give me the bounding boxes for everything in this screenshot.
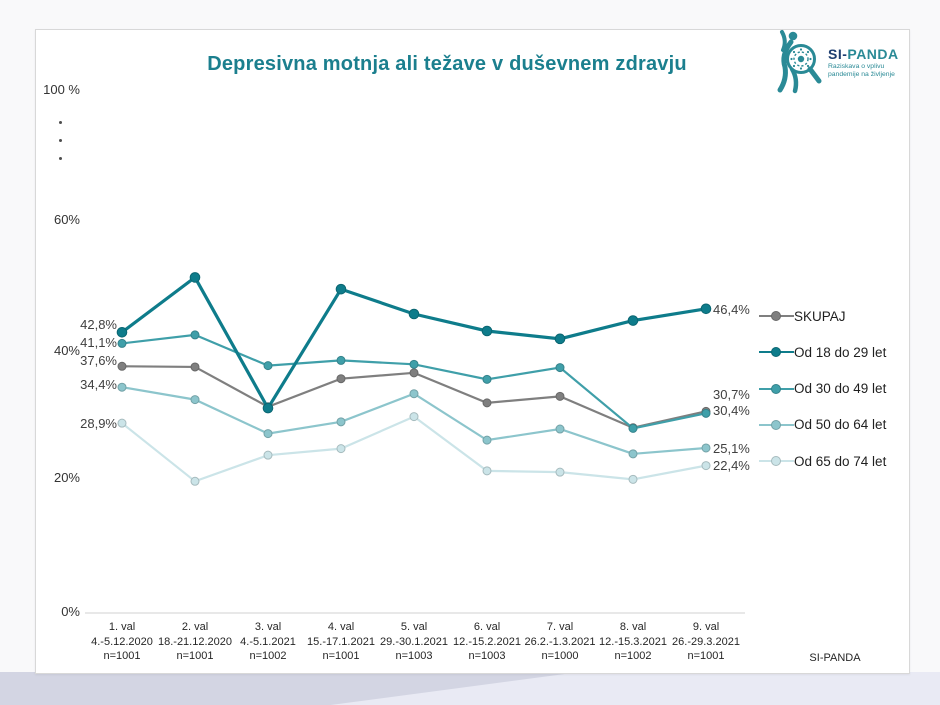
legend-label: Od 50 do 64 let: [794, 417, 887, 433]
x-axis-label-wave-9: 9. val 26.-29.3.2021 n=1001: [672, 621, 740, 662]
si-panda-logo-mark: [777, 30, 822, 94]
legend-marker-icon: [759, 419, 794, 430]
axis-break-dots: [59, 121, 62, 160]
value-label-first-od-65-do-74-let: 28,9%: [80, 416, 117, 431]
si-panda-logo: SI-PANDA Raziskava o vplivu pandemije na …: [768, 28, 908, 96]
legend-marker-icon: [759, 311, 794, 321]
legend-item-od-50-do-64-let: Od 50 do 64 let: [759, 416, 886, 434]
value-label-first-od-18-do-29-let: 42,8%: [80, 317, 117, 332]
background-diagonal-shape: [0, 672, 580, 705]
x-axis-label-wave-1: 1. val 4.-5.12.2020 n=1001: [91, 621, 153, 662]
x-axis-label-wave-5: 5. val 29.-30.1.2021 n=1003: [380, 621, 448, 662]
logo-tagline: Raziskava o vplivu pandemije na življenje: [828, 62, 895, 78]
y-tick-label: 0%: [61, 604, 80, 619]
y-tick-label: 60%: [53, 212, 80, 227]
x-axis-label-wave-4: 4. val 15.-17.1.2021 n=1001: [307, 621, 375, 662]
legend-item-od-18-do-29-let: Od 18 do 29 let: [759, 343, 886, 361]
logo-brand: SI-PANDA: [828, 46, 899, 62]
logo-brand-prefix: SI-: [828, 45, 848, 62]
chart-title: Depresivna motnja ali težave v duševnem …: [207, 53, 687, 75]
x-axis-label-wave-8: 8. val 12.-15.3.2021 n=1002: [599, 621, 667, 662]
legend-item-od-30-do-49-let: Od 30 do 49 let: [759, 380, 886, 398]
logo-brand-suffix: PANDA: [847, 45, 899, 62]
x-axis-label-wave-2: 2. val 18.-21.12.2020 n=1001: [157, 621, 232, 662]
legend-marker-icon: [759, 347, 794, 358]
value-label-first-od-30-do-49-let: 41,1%: [80, 335, 117, 350]
legend-label: SKUPAJ: [794, 308, 846, 324]
x-axis-label-wave-6: 6. val 12.-15.2.2021 n=1003: [453, 621, 521, 662]
value-label-last-od-65-do-74-let: 22,4%: [713, 458, 750, 473]
y-tick-label: 40%: [53, 343, 80, 358]
legend-item-od-65-do-74-let: Od 65 do 74 let: [759, 452, 886, 470]
logo-text: SI-PANDA Raziskava o vplivu pandemije na …: [828, 46, 899, 79]
legend-marker-icon: [759, 456, 794, 466]
value-label-first-od-50-do-64-let: 34,4%: [80, 377, 117, 392]
legend-item-skupaj: SKUPAJ: [759, 307, 846, 325]
value-label-last-od-50-do-64-let: 25,1%: [713, 441, 750, 456]
footer-text: SI-PANDA: [809, 652, 861, 664]
y-tick-label: 20%: [53, 470, 80, 485]
y-tick-label: 100 %: [43, 82, 80, 97]
x-axis-label-wave-7: 7. val 26.2.-1.3.2021 n=1000: [524, 621, 596, 662]
x-axis-label-wave-3: 3. val 4.-5.1.2021 n=1002: [240, 621, 296, 662]
legend-marker-icon: [759, 383, 794, 394]
value-label-last-od-18-do-29-let: 46,4%: [713, 302, 750, 317]
legend-label: Od 30 do 49 let: [794, 381, 887, 396]
background-strip: [0, 672, 940, 705]
legend-label: Od 65 do 74 let: [794, 453, 887, 469]
value-label-last-skupaj: 30,7%: [713, 387, 750, 402]
legend-label: Od 18 do 29 let: [794, 344, 887, 360]
value-label-first-skupaj: 37,6%: [80, 353, 117, 368]
value-label-last-od-30-do-49-let: 30,4%: [713, 403, 750, 418]
